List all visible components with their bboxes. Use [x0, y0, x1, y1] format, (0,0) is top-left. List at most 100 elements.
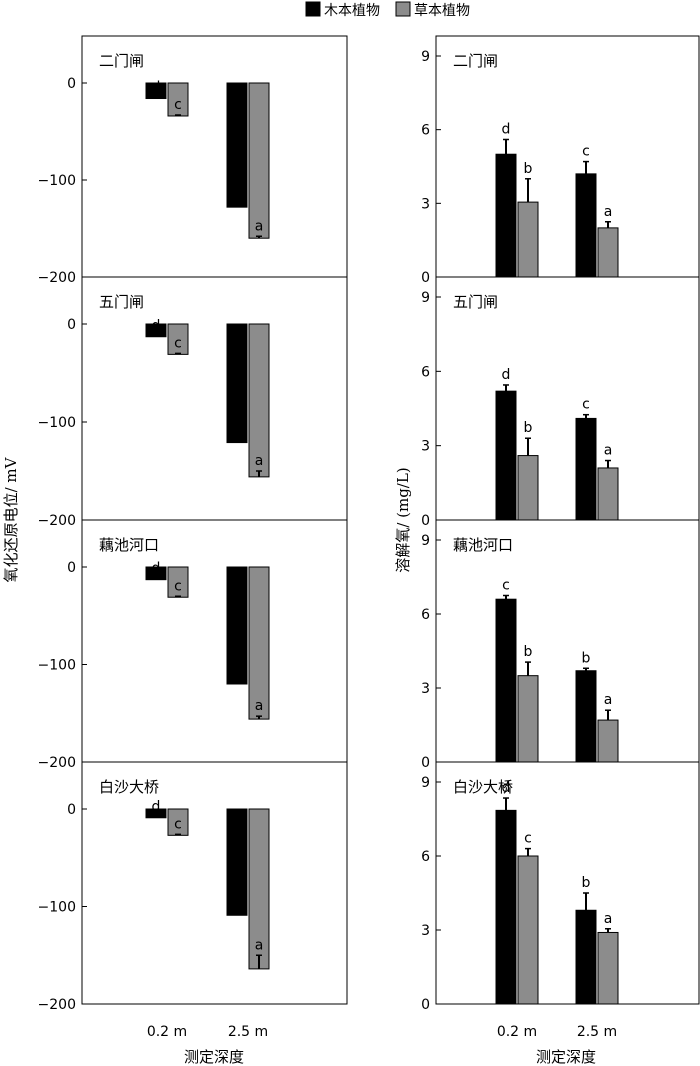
x-tick-label-left-1: 2.5 m	[228, 1024, 268, 1040]
y-tick-label: 0	[421, 513, 430, 529]
y-tick-label: 9	[421, 49, 430, 65]
significance-letter: b	[233, 419, 242, 435]
significance-letter: c	[174, 97, 182, 113]
significance-letter: d	[152, 561, 161, 577]
bar-herb-2-5m	[597, 931, 619, 1005]
y-tick-label: 0	[67, 317, 76, 333]
significance-letter: b	[524, 161, 533, 177]
bar-herb-0-2m	[517, 201, 539, 278]
significance-letter: a	[604, 443, 613, 459]
x-tick-label-right-0: 0.2 m	[497, 1024, 537, 1040]
panels: 0 −100 −200 二门闸 d b c a 0 −100 −200 五门闸 d b c a 0 −100 −20…	[38, 35, 700, 1013]
bar-woody-0-2m	[495, 809, 517, 1005]
orp-panel-2: 0 −100 −200 五门闸 d b c a	[38, 276, 348, 529]
legend-label-woody: 木本植物	[324, 3, 380, 19]
significance-letter: b	[582, 875, 591, 891]
y-tick-label: −200	[38, 513, 76, 529]
x-axis-label-right: 测定深度	[536, 1048, 596, 1066]
significance-letter: a	[604, 692, 613, 708]
y-tick-label: 3	[421, 196, 430, 212]
y-tick-label: 6	[421, 123, 430, 139]
significance-letter: c	[174, 335, 182, 351]
orp-panel-1: 0 −100 −200 二门闸 d b c a	[38, 35, 348, 286]
y-tick-label: 0	[67, 560, 76, 576]
panel-frame	[81, 519, 348, 763]
legend-swatch-woody	[305, 1, 321, 17]
significance-letter: d	[502, 367, 511, 383]
y-tick-label: −200	[38, 270, 76, 286]
bar-woody-2-5m	[575, 670, 597, 763]
panel-title: 二门闸	[453, 52, 498, 70]
do-panel-2: 0 3 6 9 五门闸 d c b a	[421, 276, 700, 529]
y-tick-label: 6	[421, 607, 430, 623]
significance-letter: c	[582, 397, 590, 413]
significance-letter: d	[502, 121, 511, 137]
y-tick-label: 9	[421, 290, 430, 306]
significance-letter: c	[174, 816, 182, 832]
panel-title: 二门闸	[99, 52, 144, 70]
orp-panel-3: 0 −100 −200 藕池河口 d b c a	[38, 519, 348, 771]
panel-frame	[435, 519, 700, 763]
significance-letter: b	[233, 653, 242, 669]
y-tick-label: 0	[421, 997, 430, 1013]
significance-letter: a	[604, 204, 613, 220]
legend-label-herb: 草本植物	[414, 3, 470, 19]
bar-herb-0-2m	[517, 455, 539, 521]
y-tick-label: 3	[421, 923, 430, 939]
panel-frame	[435, 276, 700, 521]
panel-title: 五门闸	[453, 293, 498, 311]
significance-letter: c	[174, 578, 182, 594]
y-tick-label: −200	[38, 997, 76, 1013]
bar-woody-0-2m	[495, 598, 517, 763]
do-panel-3: 0 3 6 9 藕池河口 c b b a	[421, 519, 700, 771]
legend-swatch-herb	[395, 1, 411, 17]
panel-frame	[435, 35, 700, 278]
x-tick-label-right-1: 2.5 m	[577, 1024, 617, 1040]
do-panel-1: 0 3 6 9 二门闸 d c b a	[421, 35, 700, 286]
significance-letter: b	[233, 889, 242, 905]
panel-title: 藕池河口	[99, 536, 159, 554]
bar-herb-0-2m	[517, 855, 539, 1005]
significance-letter: a	[255, 937, 264, 953]
bar-woody-2-5m	[226, 323, 248, 444]
significance-letter: a	[255, 698, 264, 714]
orp-panel-4: 0 −100 −200 白沙大桥 d b c a	[38, 761, 348, 1013]
bar-woody-0-2m	[495, 153, 517, 278]
bar-woody-2-5m	[575, 417, 597, 521]
significance-letter: d	[152, 318, 161, 334]
panel-title: 藕池河口	[453, 536, 513, 554]
y-tick-label: −100	[38, 173, 76, 189]
significance-letter: c	[524, 831, 532, 847]
significance-letter: c	[502, 578, 510, 594]
bar-herb-2-5m	[597, 719, 619, 763]
bar-herb-2-5m	[248, 82, 270, 239]
bar-herb-2-5m	[597, 227, 619, 278]
panel-title: 白沙大桥	[99, 778, 159, 796]
panel-title: 五门闸	[99, 293, 144, 311]
bar-woody-2-5m	[575, 173, 597, 278]
y-tick-label: 3	[421, 681, 430, 697]
bar-herb-2-5m	[248, 566, 270, 720]
panel-frame	[81, 35, 348, 278]
bar-woody-0-2m	[495, 390, 517, 521]
y-tick-label: 0	[67, 802, 76, 818]
x-tick-label-left-0: 0.2 m	[147, 1024, 187, 1040]
significance-letter: a	[604, 911, 613, 927]
right-y-axis-label: 溶解氧/ (mg/L)	[394, 467, 412, 572]
panel-frame	[81, 276, 348, 521]
y-tick-label: 3	[421, 439, 430, 455]
y-tick-label: 6	[421, 849, 430, 865]
significance-letter: c	[582, 144, 590, 160]
y-tick-label: 0	[421, 755, 430, 771]
y-tick-label: −100	[38, 900, 76, 916]
bar-herb-0-2m	[517, 675, 539, 763]
panel-frame	[81, 761, 348, 1005]
panel-title: 白沙大桥	[453, 778, 513, 796]
y-tick-label: −200	[38, 755, 76, 771]
y-tick-label: −100	[38, 415, 76, 431]
y-tick-label: 6	[421, 364, 430, 380]
y-tick-label: 0	[67, 76, 76, 92]
x-axis-label-left: 测定深度	[184, 1048, 244, 1066]
significance-letter: b	[524, 644, 533, 660]
